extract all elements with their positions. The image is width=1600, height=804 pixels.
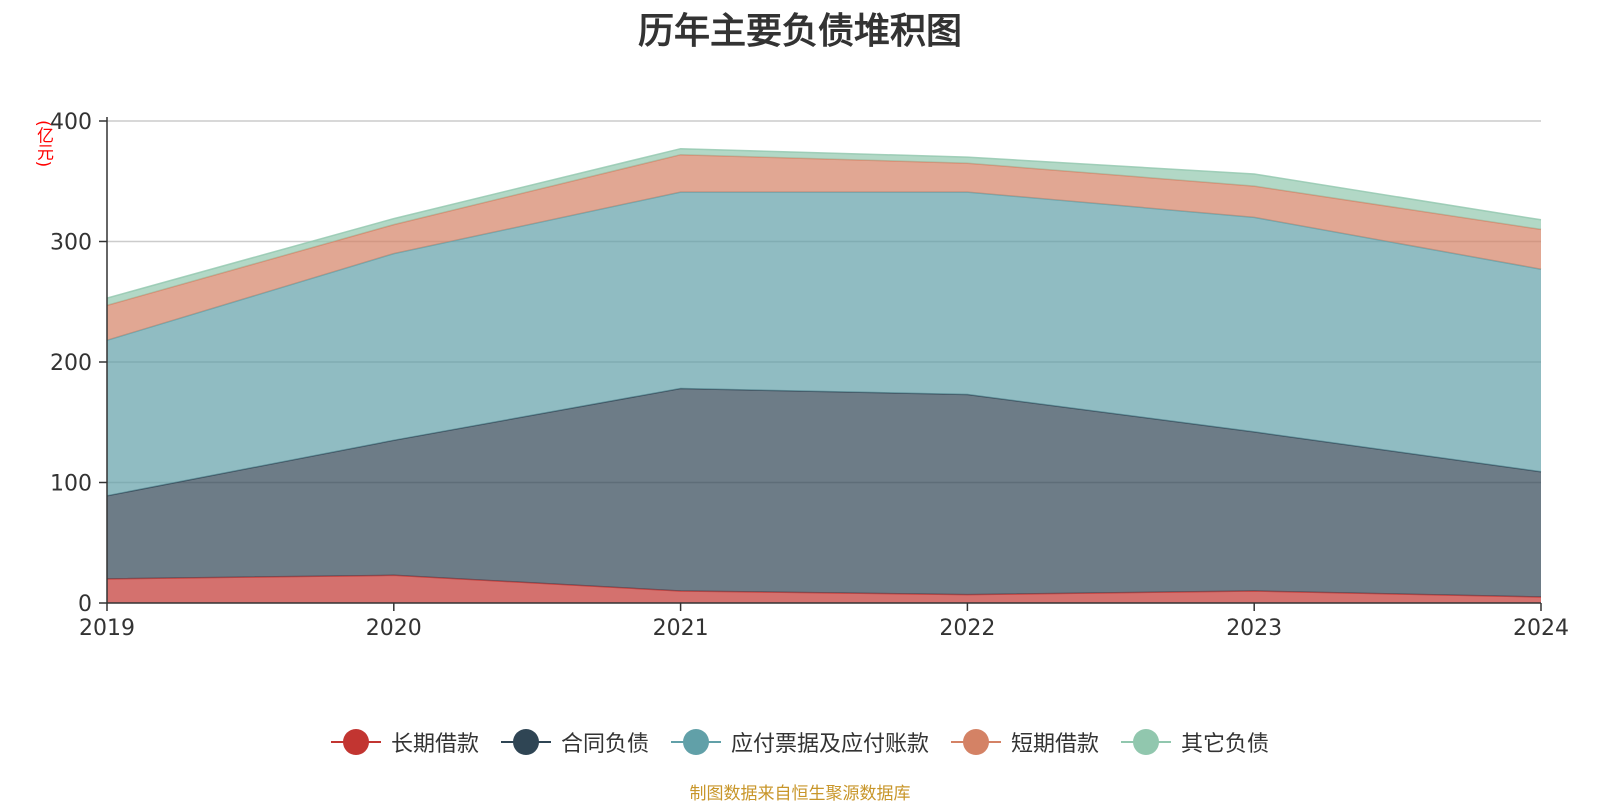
area-series-1 (107, 575, 1541, 603)
legend-marker-icon (670, 729, 721, 755)
y-axis-unit-label: (亿元) (33, 120, 53, 168)
legend-marker-icon (330, 729, 381, 755)
y-tick-label: 400 (50, 110, 92, 135)
legend-marker-icon (1121, 729, 1172, 755)
legend-label: 其它负债 (1181, 732, 1270, 757)
legend-marker-icon (951, 729, 1001, 755)
y-tick-label: 300 (50, 231, 92, 256)
area-layer (106, 147, 1542, 603)
x-tick-label: 2024 (1513, 616, 1569, 641)
legend-dot-icon (682, 729, 709, 755)
x-tick-label: 2020 (366, 616, 422, 641)
line-series-5 (106, 147, 1542, 299)
area-series-3 (107, 192, 1541, 496)
legend-label: 短期借款 (1011, 732, 1100, 757)
legend-dot-icon (342, 729, 369, 755)
legend-item[interactable]: 应付票据及应付账款 (670, 726, 929, 758)
legend-label: 合同负债 (560, 732, 649, 757)
legend-label: 应付票据及应付账款 (730, 732, 929, 757)
legend-marker-icon (500, 729, 551, 755)
y-tick-label: 100 (50, 472, 92, 497)
legend-item[interactable]: 长期借款 (330, 726, 479, 758)
legend-item[interactable]: 短期借款 (951, 726, 1099, 758)
x-tick-label: 2019 (79, 616, 135, 641)
y-tick-label: 200 (50, 351, 92, 376)
area-series-4 (107, 154, 1541, 341)
source-note: 制图数据来自恒生聚源数据库 (689, 784, 911, 804)
y-tick-label: 0 (78, 592, 92, 617)
x-tick-label: 2021 (653, 616, 709, 641)
axis-layer: 0 100 200 300 400 2019 2020 2021 2022 2023 2024 (50, 110, 1569, 641)
legend-item[interactable]: 其它负债 (1121, 726, 1269, 758)
legend: 长期借款 合同负债 应付票据及应付账款 短期借款 其它负债 (0, 722, 1600, 762)
area-series-2 (107, 388, 1541, 597)
x-tick-label: 2023 (1226, 616, 1282, 641)
legend-dot-icon (963, 729, 989, 755)
legend-dot-icon (512, 729, 539, 755)
legend-item[interactable]: 合同负债 (500, 726, 649, 758)
legend-label: 长期借款 (390, 732, 479, 757)
legend-dot-icon (1133, 729, 1160, 755)
x-tick-label: 2022 (939, 616, 995, 641)
chart-title: 历年主要负债堆积图 (637, 11, 962, 52)
